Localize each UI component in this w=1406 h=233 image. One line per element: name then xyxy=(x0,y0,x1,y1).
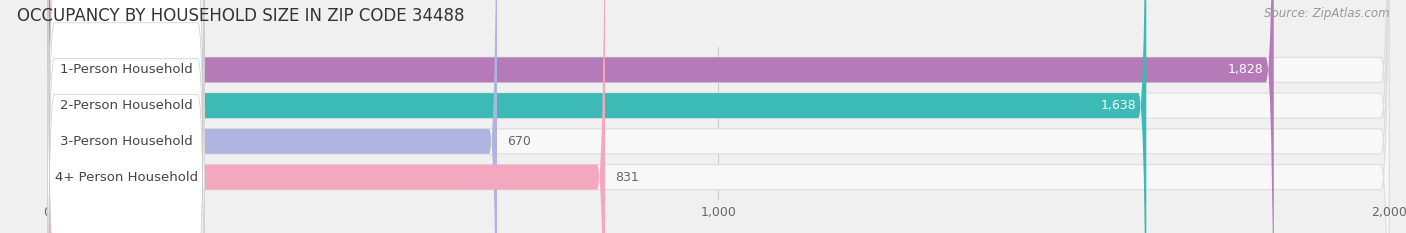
FancyBboxPatch shape xyxy=(48,0,1389,233)
FancyBboxPatch shape xyxy=(48,0,496,233)
FancyBboxPatch shape xyxy=(48,0,1389,233)
FancyBboxPatch shape xyxy=(48,0,1146,233)
Text: 3-Person Household: 3-Person Household xyxy=(59,135,193,148)
FancyBboxPatch shape xyxy=(48,0,204,233)
Text: 1,638: 1,638 xyxy=(1101,99,1136,112)
Text: 1-Person Household: 1-Person Household xyxy=(59,63,193,76)
FancyBboxPatch shape xyxy=(48,0,1389,233)
Text: Source: ZipAtlas.com: Source: ZipAtlas.com xyxy=(1264,7,1389,20)
FancyBboxPatch shape xyxy=(48,0,605,233)
FancyBboxPatch shape xyxy=(48,0,204,233)
FancyBboxPatch shape xyxy=(48,0,204,233)
FancyBboxPatch shape xyxy=(48,0,1274,233)
FancyBboxPatch shape xyxy=(48,0,1389,233)
Text: 670: 670 xyxy=(508,135,531,148)
FancyBboxPatch shape xyxy=(48,0,204,233)
Text: OCCUPANCY BY HOUSEHOLD SIZE IN ZIP CODE 34488: OCCUPANCY BY HOUSEHOLD SIZE IN ZIP CODE … xyxy=(17,7,464,25)
Text: 1,828: 1,828 xyxy=(1227,63,1264,76)
Text: 2-Person Household: 2-Person Household xyxy=(59,99,193,112)
Text: 4+ Person Household: 4+ Person Household xyxy=(55,171,198,184)
Text: 831: 831 xyxy=(614,171,638,184)
